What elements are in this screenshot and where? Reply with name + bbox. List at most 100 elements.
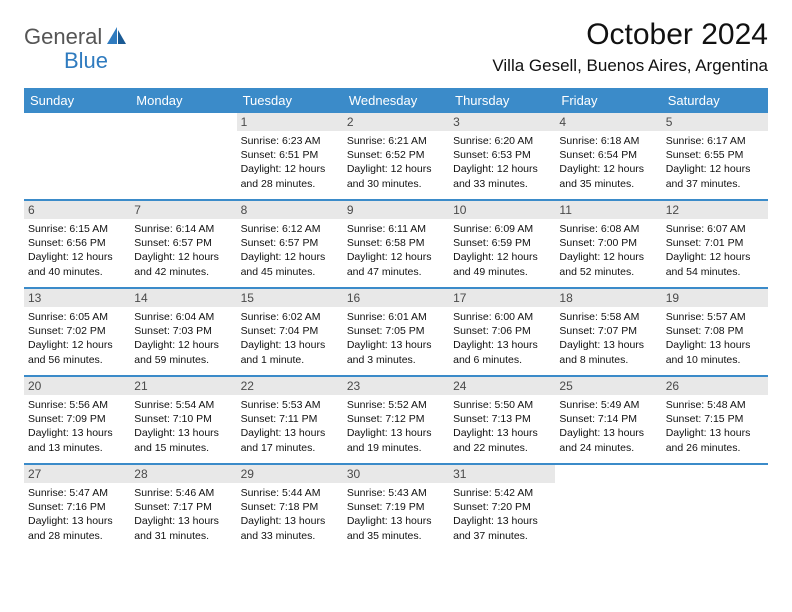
day-cell: 5Sunrise: 6:17 AMSunset: 6:55 PMDaylight… bbox=[662, 113, 768, 199]
day-number: 31 bbox=[449, 465, 555, 483]
day-cell: 10Sunrise: 6:09 AMSunset: 6:59 PMDayligh… bbox=[449, 201, 555, 287]
day-details: Sunrise: 6:09 AMSunset: 6:59 PMDaylight:… bbox=[449, 219, 555, 283]
day-number: 21 bbox=[130, 377, 236, 395]
day-cell: 8Sunrise: 6:12 AMSunset: 6:57 PMDaylight… bbox=[237, 201, 343, 287]
day-number: 11 bbox=[555, 201, 661, 219]
week-row: 1Sunrise: 6:23 AMSunset: 6:51 PMDaylight… bbox=[24, 113, 768, 201]
weekday-saturday: Saturday bbox=[662, 88, 768, 113]
day-cell: 31Sunrise: 5:42 AMSunset: 7:20 PMDayligh… bbox=[449, 465, 555, 551]
day-number: 4 bbox=[555, 113, 661, 131]
weekday-friday: Friday bbox=[555, 88, 661, 113]
day-number: 1 bbox=[237, 113, 343, 131]
day-number: 20 bbox=[24, 377, 130, 395]
weekday-header-row: SundayMondayTuesdayWednesdayThursdayFrid… bbox=[24, 88, 768, 113]
day-number: 23 bbox=[343, 377, 449, 395]
day-cell: 28Sunrise: 5:46 AMSunset: 7:17 PMDayligh… bbox=[130, 465, 236, 551]
day-cell-empty bbox=[130, 113, 236, 199]
day-number: 14 bbox=[130, 289, 236, 307]
weekday-thursday: Thursday bbox=[449, 88, 555, 113]
day-cell: 27Sunrise: 5:47 AMSunset: 7:16 PMDayligh… bbox=[24, 465, 130, 551]
day-cell: 7Sunrise: 6:14 AMSunset: 6:57 PMDaylight… bbox=[130, 201, 236, 287]
week-row: 6Sunrise: 6:15 AMSunset: 6:56 PMDaylight… bbox=[24, 201, 768, 289]
weeks-container: 1Sunrise: 6:23 AMSunset: 6:51 PMDaylight… bbox=[24, 113, 768, 551]
day-details: Sunrise: 6:04 AMSunset: 7:03 PMDaylight:… bbox=[130, 307, 236, 371]
day-number: 10 bbox=[449, 201, 555, 219]
day-cell: 25Sunrise: 5:49 AMSunset: 7:14 PMDayligh… bbox=[555, 377, 661, 463]
day-number: 28 bbox=[130, 465, 236, 483]
day-details: Sunrise: 6:21 AMSunset: 6:52 PMDaylight:… bbox=[343, 131, 449, 195]
day-number: 25 bbox=[555, 377, 661, 395]
day-cell: 30Sunrise: 5:43 AMSunset: 7:19 PMDayligh… bbox=[343, 465, 449, 551]
day-cell: 14Sunrise: 6:04 AMSunset: 7:03 PMDayligh… bbox=[130, 289, 236, 375]
week-row: 13Sunrise: 6:05 AMSunset: 7:02 PMDayligh… bbox=[24, 289, 768, 377]
day-details: Sunrise: 6:14 AMSunset: 6:57 PMDaylight:… bbox=[130, 219, 236, 283]
day-details: Sunrise: 5:54 AMSunset: 7:10 PMDaylight:… bbox=[130, 395, 236, 459]
day-details: Sunrise: 6:01 AMSunset: 7:05 PMDaylight:… bbox=[343, 307, 449, 371]
day-number: 6 bbox=[24, 201, 130, 219]
day-cell: 22Sunrise: 5:53 AMSunset: 7:11 PMDayligh… bbox=[237, 377, 343, 463]
day-details: Sunrise: 5:46 AMSunset: 7:17 PMDaylight:… bbox=[130, 483, 236, 547]
day-cell: 1Sunrise: 6:23 AMSunset: 6:51 PMDaylight… bbox=[237, 113, 343, 199]
day-cell: 3Sunrise: 6:20 AMSunset: 6:53 PMDaylight… bbox=[449, 113, 555, 199]
weekday-tuesday: Tuesday bbox=[237, 88, 343, 113]
day-details: Sunrise: 5:48 AMSunset: 7:15 PMDaylight:… bbox=[662, 395, 768, 459]
week-row: 20Sunrise: 5:56 AMSunset: 7:09 PMDayligh… bbox=[24, 377, 768, 465]
day-details: Sunrise: 6:11 AMSunset: 6:58 PMDaylight:… bbox=[343, 219, 449, 283]
header: General Blue October 2024 Villa Gesell, … bbox=[24, 18, 768, 76]
weekday-wednesday: Wednesday bbox=[343, 88, 449, 113]
day-details: Sunrise: 5:42 AMSunset: 7:20 PMDaylight:… bbox=[449, 483, 555, 547]
brand-text-general: General bbox=[24, 24, 102, 50]
day-details: Sunrise: 6:15 AMSunset: 6:56 PMDaylight:… bbox=[24, 219, 130, 283]
day-details: Sunrise: 5:52 AMSunset: 7:12 PMDaylight:… bbox=[343, 395, 449, 459]
day-details: Sunrise: 6:23 AMSunset: 6:51 PMDaylight:… bbox=[237, 131, 343, 195]
day-details: Sunrise: 6:20 AMSunset: 6:53 PMDaylight:… bbox=[449, 131, 555, 195]
day-cell-empty bbox=[24, 113, 130, 199]
day-details: Sunrise: 6:12 AMSunset: 6:57 PMDaylight:… bbox=[237, 219, 343, 283]
day-number: 24 bbox=[449, 377, 555, 395]
day-number: 29 bbox=[237, 465, 343, 483]
day-cell: 19Sunrise: 5:57 AMSunset: 7:08 PMDayligh… bbox=[662, 289, 768, 375]
day-details: Sunrise: 5:58 AMSunset: 7:07 PMDaylight:… bbox=[555, 307, 661, 371]
day-details: Sunrise: 5:57 AMSunset: 7:08 PMDaylight:… bbox=[662, 307, 768, 371]
day-number: 13 bbox=[24, 289, 130, 307]
day-details: Sunrise: 6:00 AMSunset: 7:06 PMDaylight:… bbox=[449, 307, 555, 371]
day-number: 7 bbox=[130, 201, 236, 219]
day-number: 27 bbox=[24, 465, 130, 483]
day-cell: 16Sunrise: 6:01 AMSunset: 7:05 PMDayligh… bbox=[343, 289, 449, 375]
day-cell: 6Sunrise: 6:15 AMSunset: 6:56 PMDaylight… bbox=[24, 201, 130, 287]
day-number: 9 bbox=[343, 201, 449, 219]
brand-sail-icon bbox=[106, 25, 128, 50]
day-cell: 23Sunrise: 5:52 AMSunset: 7:12 PMDayligh… bbox=[343, 377, 449, 463]
day-number: 22 bbox=[237, 377, 343, 395]
title-block: October 2024 Villa Gesell, Buenos Aires,… bbox=[492, 18, 768, 76]
brand-logo: General Blue bbox=[24, 24, 128, 50]
day-number: 8 bbox=[237, 201, 343, 219]
day-cell: 26Sunrise: 5:48 AMSunset: 7:15 PMDayligh… bbox=[662, 377, 768, 463]
day-details: Sunrise: 5:53 AMSunset: 7:11 PMDaylight:… bbox=[237, 395, 343, 459]
day-number: 30 bbox=[343, 465, 449, 483]
day-cell: 20Sunrise: 5:56 AMSunset: 7:09 PMDayligh… bbox=[24, 377, 130, 463]
day-details: Sunrise: 6:08 AMSunset: 7:00 PMDaylight:… bbox=[555, 219, 661, 283]
day-details: Sunrise: 5:43 AMSunset: 7:19 PMDaylight:… bbox=[343, 483, 449, 547]
day-details: Sunrise: 6:05 AMSunset: 7:02 PMDaylight:… bbox=[24, 307, 130, 371]
day-details: Sunrise: 6:18 AMSunset: 6:54 PMDaylight:… bbox=[555, 131, 661, 195]
weekday-sunday: Sunday bbox=[24, 88, 130, 113]
day-cell: 29Sunrise: 5:44 AMSunset: 7:18 PMDayligh… bbox=[237, 465, 343, 551]
day-details: Sunrise: 6:17 AMSunset: 6:55 PMDaylight:… bbox=[662, 131, 768, 195]
calendar: SundayMondayTuesdayWednesdayThursdayFrid… bbox=[24, 88, 768, 551]
weekday-monday: Monday bbox=[130, 88, 236, 113]
day-number: 26 bbox=[662, 377, 768, 395]
day-number bbox=[24, 113, 130, 131]
day-cell: 9Sunrise: 6:11 AMSunset: 6:58 PMDaylight… bbox=[343, 201, 449, 287]
day-cell: 2Sunrise: 6:21 AMSunset: 6:52 PMDaylight… bbox=[343, 113, 449, 199]
day-details: Sunrise: 6:02 AMSunset: 7:04 PMDaylight:… bbox=[237, 307, 343, 371]
day-cell: 24Sunrise: 5:50 AMSunset: 7:13 PMDayligh… bbox=[449, 377, 555, 463]
day-number: 12 bbox=[662, 201, 768, 219]
day-number: 16 bbox=[343, 289, 449, 307]
day-details: Sunrise: 6:07 AMSunset: 7:01 PMDaylight:… bbox=[662, 219, 768, 283]
day-number: 17 bbox=[449, 289, 555, 307]
day-number: 15 bbox=[237, 289, 343, 307]
day-number bbox=[130, 113, 236, 131]
day-number: 18 bbox=[555, 289, 661, 307]
day-cell: 15Sunrise: 6:02 AMSunset: 7:04 PMDayligh… bbox=[237, 289, 343, 375]
